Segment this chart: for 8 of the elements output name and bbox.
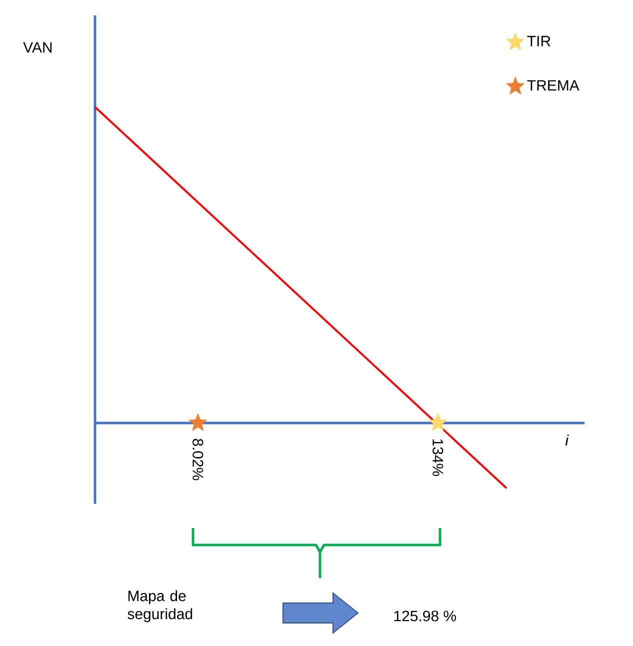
legend-label: TREMA: [527, 80, 580, 91]
x-axis-title: i: [565, 434, 569, 446]
text: 125.98 %: [394, 610, 456, 622]
x-tick-label: 134%: [432, 439, 444, 476]
y-axis-title: VAN: [23, 42, 52, 53]
text: Mapa de seguridad: [128, 590, 192, 622]
legend-label: TIR: [527, 36, 550, 46]
x-tick-label: 8.02%: [192, 438, 204, 480]
